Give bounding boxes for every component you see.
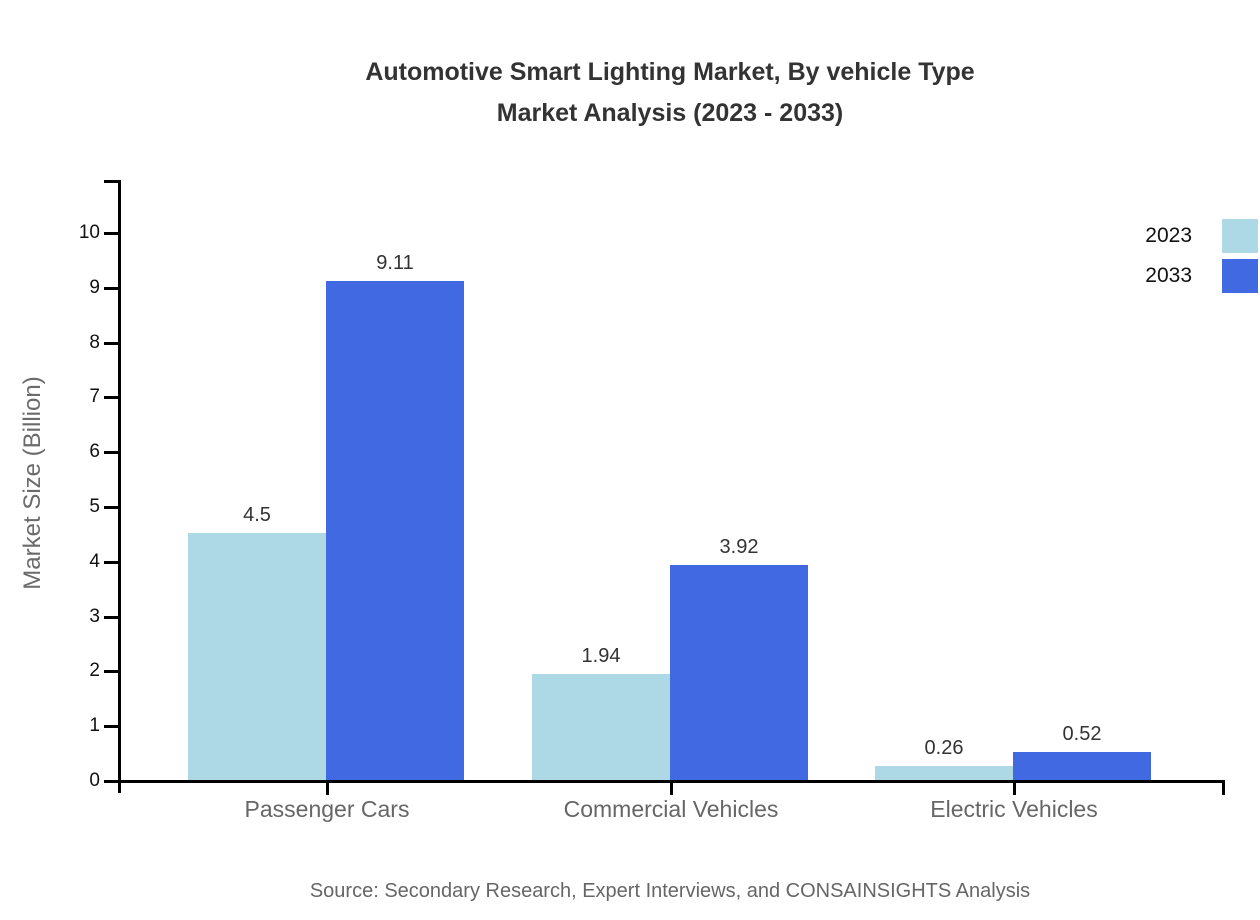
bar-2033-passenger-cars	[326, 280, 464, 780]
bar-2023-passenger-cars	[188, 533, 326, 780]
y-tick	[104, 341, 118, 345]
y-tick-label: 3	[89, 605, 100, 627]
x-axis-end-cap	[1222, 780, 1225, 795]
y-tick-label: 4	[89, 550, 100, 572]
y-tick	[104, 286, 118, 290]
y-tick	[104, 396, 118, 400]
bar-2033-commercial-vehicles	[670, 565, 808, 780]
bar-2023-electric-vehicles	[875, 765, 1013, 780]
y-tick	[104, 232, 118, 235]
bar-value-label: 3.92	[719, 536, 759, 559]
y-tick-label: 5	[89, 496, 100, 517]
chart-title-line1: Automotive Smart Lighting Market, By veh…	[365, 58, 975, 86]
y-tick-label: 0	[89, 770, 100, 791]
x-category-label-commercial-vehicles: Commercial Vehicles	[563, 796, 779, 822]
y-tick-label: 2	[89, 660, 100, 682]
bar-value-label: 1.94	[581, 644, 621, 667]
y-axis-line	[118, 180, 121, 793]
y-tick	[104, 725, 118, 729]
x-tick	[1013, 783, 1016, 795]
y-tick-label: 6	[89, 441, 100, 463]
x-category-label-electric-vehicles: Electric Vehicles	[930, 796, 1098, 822]
bar-value-label: 9.11	[376, 251, 414, 274]
y-tick-label: 7	[89, 386, 100, 408]
x-axis-line	[104, 780, 1225, 783]
source-note: Source: Secondary Research, Expert Inter…	[309, 880, 1031, 902]
legend-item-2033: 2033	[1145, 259, 1258, 293]
legend: 2023 2033	[1145, 219, 1258, 299]
y-tick-label: 10	[78, 222, 100, 243]
legend-item-2023: 2023	[1145, 219, 1258, 253]
y-tick	[104, 560, 118, 564]
bar-value-label: 0.26	[924, 736, 964, 759]
y-tick	[104, 451, 118, 455]
legend-swatch-2023	[1222, 219, 1258, 253]
bar-2023-commercial-vehicles	[532, 673, 670, 780]
chart-title: Automotive Smart Lighting Market, By veh…	[80, 52, 1260, 134]
legend-swatch-2033	[1222, 259, 1258, 293]
x-tick	[326, 783, 329, 795]
y-tick	[104, 780, 118, 783]
y-axis-end-cap	[104, 180, 118, 183]
legend-label-2033: 2033	[1145, 264, 1192, 287]
bar-value-label: 0.52	[1062, 722, 1102, 745]
x-tick	[670, 783, 673, 795]
bar-value-label: 4.5	[243, 504, 271, 527]
y-tick	[104, 670, 118, 674]
x-category-label-passenger-cars: Passenger Cars	[244, 796, 410, 822]
y-tick	[104, 615, 118, 619]
y-tick-label: 1	[89, 715, 100, 737]
legend-label-2023: 2023	[1145, 224, 1192, 247]
y-tick-label: 9	[89, 276, 100, 298]
y-tick	[104, 506, 118, 509]
chart-title-line2: Market Analysis (2023 - 2033)	[496, 99, 844, 127]
bar-2033-electric-vehicles	[1013, 751, 1151, 780]
y-tick-label: 8	[89, 331, 100, 353]
